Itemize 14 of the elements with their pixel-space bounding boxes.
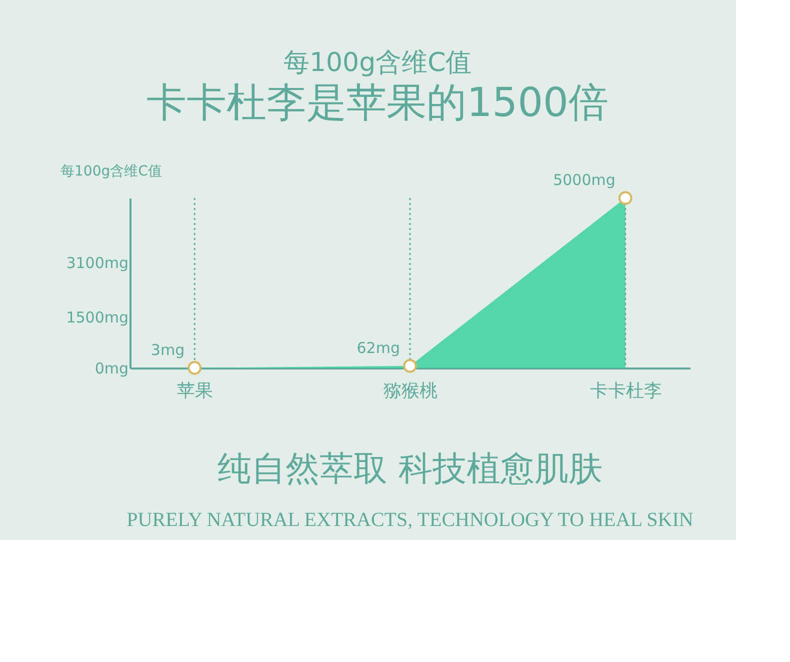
- chart-subtitle: 卡卡杜李是苹果的1500倍: [146, 80, 608, 126]
- data-label: 5000mg: [553, 171, 616, 189]
- text: PURELY NATURAL EXTRACTS, TECHNOLOGY TO HEAL SKIN: [126, 509, 694, 531]
- x-tick-label: 猕猴桃: [384, 380, 438, 402]
- y-tick-label: 0mg: [94, 360, 128, 378]
- chart-title: 每100g含维C值: [283, 48, 472, 78]
- y-tick-label: 1500mg: [66, 308, 128, 326]
- text: 纯自然萃取 科技植愈肌肤: [218, 449, 602, 489]
- y-axis-title: 每100g含维C值: [60, 164, 162, 180]
- y-tick-label: 3100mg: [66, 254, 128, 272]
- data-label: 3mg: [150, 340, 185, 359]
- x-tick-label: 苹果: [177, 380, 214, 402]
- data-label: 62mg: [356, 338, 400, 357]
- x-tick-label: 卡卡杜李: [590, 380, 662, 402]
